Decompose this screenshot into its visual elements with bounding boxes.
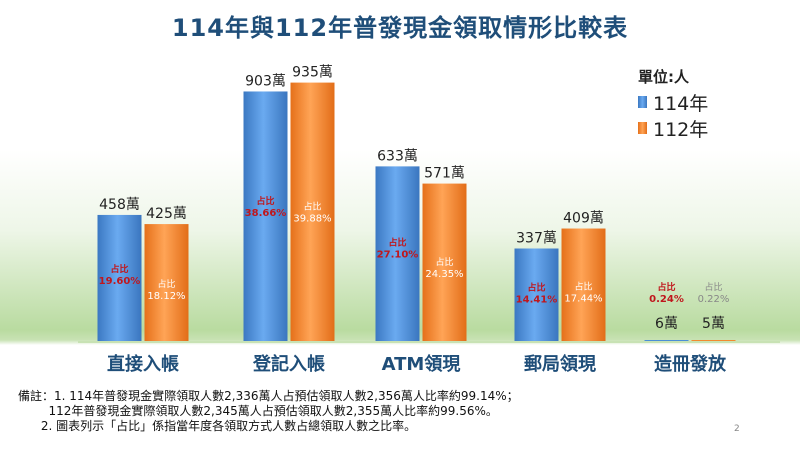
share-percent-label: 24.35% — [425, 269, 463, 280]
value-label: 903萬 — [245, 73, 286, 89]
legend-swatch-blue — [638, 96, 647, 108]
share-prefix-label: 占比 — [303, 200, 321, 212]
share-prefix-label: 占比 — [157, 278, 175, 290]
notes: 備註：1. 114年普發現金實際領取人數2,336萬人占預估領取人數2,356萬… — [18, 389, 519, 434]
bar-112-1 — [144, 224, 189, 342]
legend-item-114: 114年 — [638, 89, 708, 115]
share-prefix-label: 占比 — [704, 281, 722, 293]
bar-114-1 — [97, 214, 142, 342]
legend: 單位:人 114年 112年 — [638, 66, 708, 141]
share-prefix-label: 占比 — [657, 281, 675, 293]
legend-label: 112年 — [653, 118, 709, 141]
category-label: 登記入帳 — [252, 353, 325, 375]
share-prefix-label: 占比 — [388, 236, 406, 248]
share-percent-label: 18.12% — [147, 291, 185, 302]
page-number: 2 — [734, 424, 740, 434]
value-label: 6萬 — [655, 316, 678, 332]
value-label: 571萬 — [424, 166, 465, 182]
value-label: 5萬 — [702, 316, 725, 332]
note-line-2: 112年普發現金實際領取人數2,345萬人占預估領取人數2,355萬人比率約99… — [18, 404, 498, 418]
share-prefix-label: 占比 — [110, 263, 128, 275]
share-percent-label: 39.88% — [293, 213, 331, 224]
share-prefix-label: 占比 — [256, 195, 274, 207]
share-percent-label: 38.66% — [245, 208, 287, 219]
unit-label: 單位:人 — [638, 68, 689, 86]
share-percent-label: 14.41% — [516, 295, 558, 306]
legend-swatch-orange — [638, 122, 647, 134]
bar-114-4 — [514, 248, 559, 342]
category-label: 直接入帳 — [107, 353, 179, 375]
value-label: 458萬 — [99, 197, 140, 213]
share-percent-label: 19.60% — [99, 276, 141, 287]
note-line-1: 備註：1. 114年普發現金實際領取人數2,336萬人占預估領取人數2,356萬… — [18, 389, 519, 403]
value-label: 935萬 — [292, 65, 333, 81]
category-label: 造冊發放 — [654, 353, 727, 375]
value-label: 409萬 — [563, 211, 604, 227]
share-percent-label: 17.44% — [564, 294, 602, 305]
bar-114-2 — [243, 91, 288, 342]
legend-item-112: 112年 — [638, 115, 708, 141]
bar-chart: 458萬占比19.60%425萬占比18.12%直接入帳903萬占比38.66%… — [78, 65, 780, 375]
share-prefix-label: 占比 — [574, 281, 592, 293]
value-label: 337萬 — [516, 231, 557, 247]
share-prefix-label: 占比 — [435, 256, 453, 268]
category-label: 郵局領現 — [524, 353, 596, 375]
value-label: 633萬 — [377, 148, 418, 164]
bar-114-3 — [375, 166, 420, 342]
share-percent-label: 0.24% — [649, 294, 684, 305]
share-percent-label: 0.22% — [698, 294, 730, 305]
share-percent-label: 27.10% — [377, 249, 419, 260]
bar-112-3 — [422, 183, 467, 342]
chart-title: 114年與112年普發現金領取情形比較表 — [171, 14, 629, 42]
category-label: ATM領現 — [382, 353, 461, 375]
bar-112-2 — [290, 82, 335, 342]
value-label: 425萬 — [146, 206, 187, 222]
bar-112-4 — [561, 228, 606, 342]
share-prefix-label: 占比 — [527, 282, 545, 294]
legend-label: 114年 — [653, 92, 709, 115]
note-line-3: 2. 圖表列示「占比」係指當年度各領取方式人數占總領取人數之比率。 — [18, 419, 417, 433]
